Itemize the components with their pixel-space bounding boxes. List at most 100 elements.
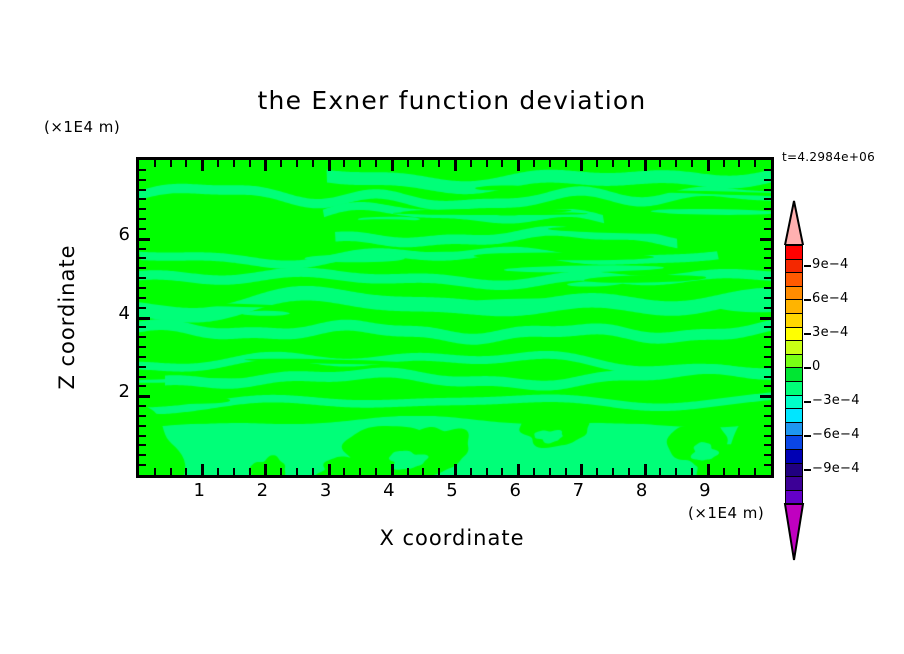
x-tick [264,464,268,475]
x-tick [406,468,409,475]
y-tick [139,365,146,368]
colorbar-band [785,394,803,410]
y-tick-right [764,454,771,457]
y-tick-right [764,306,771,309]
colorbar-tick [804,469,811,472]
x-tick-top [533,160,535,167]
colorbar-tick [804,333,811,336]
x-tick-top [722,160,725,167]
y-tick-right [760,237,771,241]
x-tick [501,468,504,475]
y-tick [139,188,146,191]
y-tick [139,247,146,250]
colorbar-band [785,462,803,478]
y-tick-right [764,178,771,181]
x-tick [153,468,156,475]
colorbar-band [785,449,803,464]
x-tick [311,468,314,475]
x-tick-top [280,160,283,167]
x-tick-top [675,160,678,167]
colorbar-tick-label: 6e−4 [812,291,849,307]
x-tick-top [627,160,630,167]
y-tick-right [764,424,771,427]
y-tick [139,326,146,329]
x-tick [596,468,599,475]
x-tick [485,468,488,475]
y-tick [139,296,146,299]
y-axis-title: Z coordinate [55,244,79,390]
y-tick-right [764,434,771,437]
y-tick [139,227,146,230]
y-tick [139,424,146,427]
y-tick-right [764,365,771,368]
x-tick [738,468,741,475]
y-tick-right [764,218,771,221]
colorbar-tick-label: −3e−4 [812,393,860,409]
y-tick-right [764,414,771,417]
x-tick [754,468,757,475]
x-tick [469,468,472,475]
y-tick [139,405,146,408]
x-tick-top [691,160,693,167]
y-axis-unit-label: (×1E4 m) [44,118,121,136]
x-tick-top [327,160,331,171]
x-tick [627,468,630,475]
y-tick [139,208,146,211]
y-tick-right [764,296,771,299]
y-tick-right [764,355,771,358]
y-tick [139,346,146,349]
colorbar-tick [804,401,811,404]
y-tick-label: 2 [118,381,130,403]
y-tick-right [764,464,771,467]
x-tick-top [201,160,205,171]
x-tick-top [643,160,647,171]
y-tick [139,198,146,201]
x-tick-top [406,160,409,167]
page-title: the Exner function deviation [257,86,647,115]
y-tick-right [760,316,771,320]
x-tick-top [248,160,251,167]
colorbar-band [785,367,803,382]
x-tick [232,468,235,475]
x-tick-top [469,160,472,167]
x-tick [217,468,219,475]
y-tick [139,237,150,241]
x-tick-top [185,160,188,167]
x-tick-top [706,160,710,171]
colorbar-band [785,435,803,450]
y-tick-right [764,227,771,230]
colorbar: 9e−4 6e−4 3e−4 0 −3e−4 −6e−4 −9e−4 [782,200,860,561]
colorbar-band [785,421,803,437]
colorbar-tick [804,299,811,302]
x-tick-top [422,160,425,167]
colorbar-band [785,258,803,274]
x-tick [548,468,551,475]
x-tick-top [153,160,156,167]
x-axis-title: X coordinate [379,526,525,550]
colorbar-tick [804,435,811,438]
x-tick [643,464,647,475]
y-tick [139,355,146,358]
y-tick-right [764,267,771,270]
x-tick-top [311,160,314,167]
x-tick [564,468,567,475]
colorbar-band [785,408,803,423]
x-tick [517,464,521,475]
y-tick-right [764,444,771,447]
colorbar-under-range-arrow [782,503,806,561]
y-tick [139,385,146,388]
y-tick-right [764,375,771,378]
y-tick-right [764,188,771,191]
x-tick [169,468,172,475]
x-tick-top [375,160,377,167]
colorbar-band [785,313,803,328]
y-tick [139,454,146,457]
x-tick-label: 8 [635,480,648,501]
x-tick-top [485,160,488,167]
x-tick [422,468,425,475]
x-tick-label: 3 [319,480,332,501]
x-tick-top [438,160,441,167]
x-tick [691,468,693,475]
time-annotation: t=4.2984e+06 [782,150,876,164]
x-axis-unit-label: (×1E4 m) [688,504,765,522]
